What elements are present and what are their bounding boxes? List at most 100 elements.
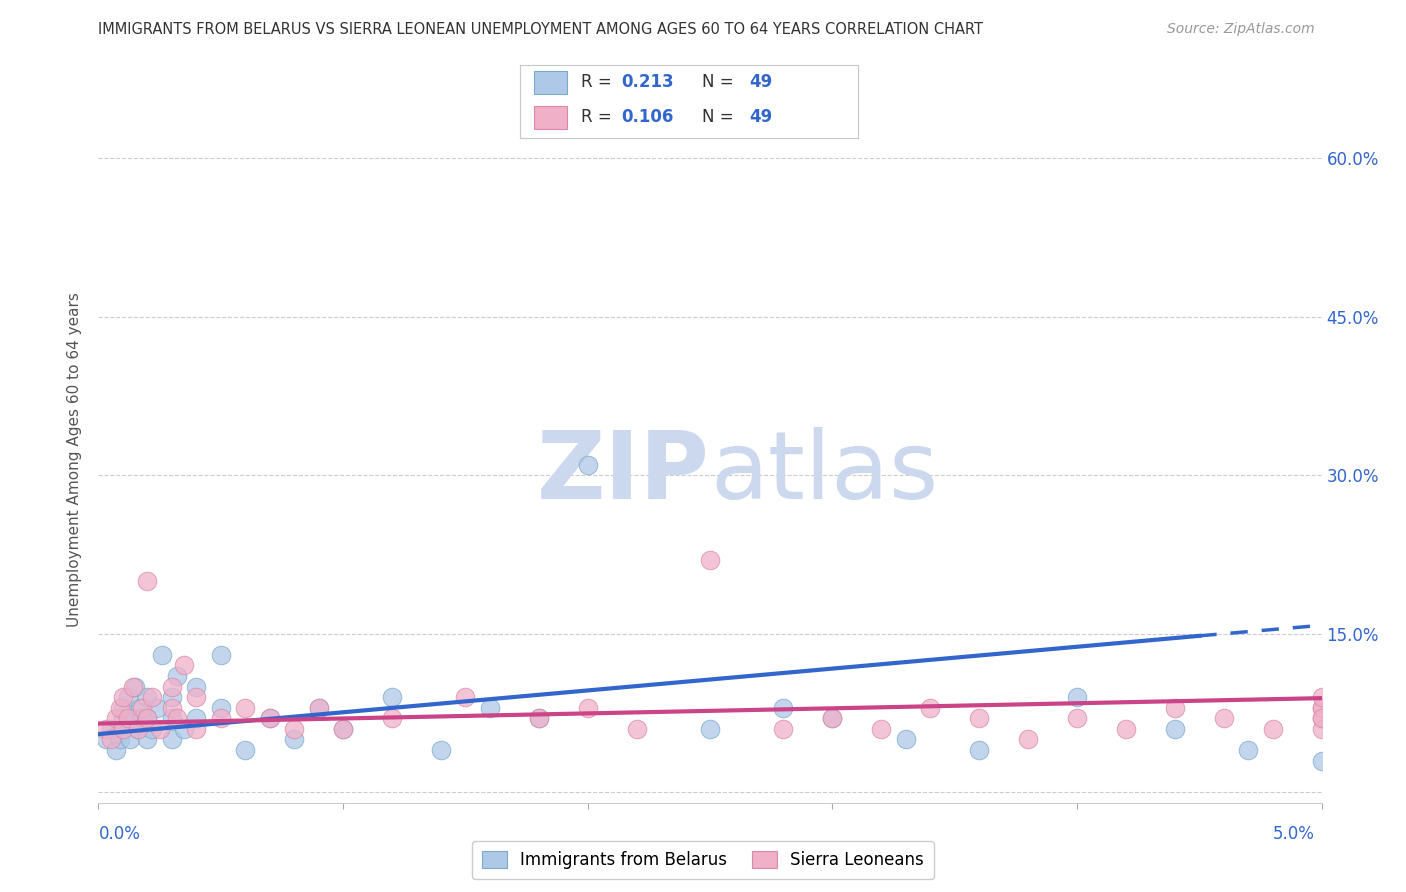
Point bbox=[576, 458, 599, 472]
Point bbox=[160, 690, 183, 705]
Point bbox=[894, 732, 917, 747]
Point bbox=[772, 700, 794, 714]
Text: R =: R = bbox=[581, 108, 617, 126]
Point bbox=[120, 732, 142, 747]
Point bbox=[129, 700, 152, 714]
Point bbox=[186, 711, 208, 725]
Point bbox=[626, 722, 648, 736]
Point bbox=[104, 711, 127, 725]
Point bbox=[209, 700, 232, 714]
Point bbox=[127, 722, 149, 736]
Text: 0.0%: 0.0% bbox=[98, 825, 141, 843]
Point bbox=[478, 700, 501, 714]
Text: IMMIGRANTS FROM BELARUS VS SIERRA LEONEAN UNEMPLOYMENT AMONG AGES 60 TO 64 YEARS: IMMIGRANTS FROM BELARUS VS SIERRA LEONEA… bbox=[98, 22, 983, 37]
Point bbox=[149, 722, 172, 736]
Point bbox=[111, 700, 134, 714]
Text: atlas: atlas bbox=[710, 427, 938, 519]
Point bbox=[1017, 732, 1039, 747]
Legend: Immigrants from Belarus, Sierra Leoneans: Immigrants from Belarus, Sierra Leoneans bbox=[472, 841, 934, 880]
Point bbox=[136, 732, 159, 747]
Point bbox=[381, 711, 404, 725]
Point bbox=[332, 722, 354, 736]
Point bbox=[527, 711, 550, 725]
Text: 0.106: 0.106 bbox=[621, 108, 673, 126]
Point bbox=[173, 722, 195, 736]
Text: N =: N = bbox=[703, 108, 740, 126]
Point bbox=[100, 722, 122, 736]
Point bbox=[166, 669, 188, 683]
Point bbox=[1164, 722, 1187, 736]
Point bbox=[1115, 722, 1137, 736]
Point bbox=[1237, 743, 1260, 757]
Y-axis label: Unemployment Among Ages 60 to 64 years: Unemployment Among Ages 60 to 64 years bbox=[67, 292, 83, 627]
Point bbox=[117, 690, 139, 705]
Point bbox=[870, 722, 893, 736]
Point bbox=[1310, 711, 1333, 725]
Point bbox=[1164, 700, 1187, 714]
Point bbox=[136, 574, 159, 588]
Point bbox=[283, 722, 305, 736]
Point bbox=[150, 648, 173, 662]
Point bbox=[107, 727, 129, 741]
Point bbox=[233, 743, 256, 757]
Point bbox=[1310, 690, 1333, 705]
Point bbox=[131, 711, 153, 725]
Point bbox=[160, 732, 183, 747]
Text: 5.0%: 5.0% bbox=[1272, 825, 1315, 843]
Point bbox=[1310, 722, 1333, 736]
Point bbox=[186, 690, 208, 705]
Point bbox=[166, 711, 188, 725]
Point bbox=[1066, 690, 1088, 705]
Point bbox=[381, 690, 404, 705]
Point bbox=[920, 700, 942, 714]
Point bbox=[100, 732, 122, 747]
Point bbox=[332, 722, 354, 736]
Point bbox=[146, 700, 169, 714]
Point bbox=[141, 690, 163, 705]
Point bbox=[967, 743, 990, 757]
Point bbox=[186, 680, 208, 694]
Point bbox=[121, 680, 143, 694]
Point bbox=[141, 722, 163, 736]
Point bbox=[1066, 711, 1088, 725]
Point bbox=[110, 732, 132, 747]
Point bbox=[160, 711, 183, 725]
Point bbox=[1310, 754, 1333, 768]
Point bbox=[259, 711, 281, 725]
FancyBboxPatch shape bbox=[534, 71, 568, 95]
Text: N =: N = bbox=[703, 73, 740, 91]
Text: 49: 49 bbox=[749, 108, 773, 126]
Text: ZIP: ZIP bbox=[537, 427, 710, 519]
Point bbox=[117, 711, 139, 725]
Point bbox=[111, 722, 134, 736]
Point bbox=[430, 743, 453, 757]
Point bbox=[94, 732, 117, 747]
Point bbox=[967, 711, 990, 725]
Point bbox=[772, 722, 794, 736]
Point bbox=[1261, 722, 1284, 736]
Point bbox=[821, 711, 844, 725]
Point bbox=[124, 680, 146, 694]
FancyBboxPatch shape bbox=[534, 106, 568, 129]
Point bbox=[233, 700, 256, 714]
Point bbox=[173, 658, 195, 673]
Point bbox=[131, 700, 153, 714]
Point bbox=[111, 690, 134, 705]
Point bbox=[160, 680, 183, 694]
Point bbox=[699, 722, 721, 736]
Point bbox=[308, 700, 330, 714]
Point bbox=[1212, 711, 1234, 725]
Point bbox=[527, 711, 550, 725]
Text: Source: ZipAtlas.com: Source: ZipAtlas.com bbox=[1167, 22, 1315, 37]
Point bbox=[283, 732, 305, 747]
Text: 0.213: 0.213 bbox=[621, 73, 673, 91]
Point bbox=[136, 711, 159, 725]
Point bbox=[121, 711, 143, 725]
Point bbox=[94, 722, 117, 736]
Point bbox=[111, 722, 134, 736]
Point bbox=[308, 700, 330, 714]
Point bbox=[259, 711, 281, 725]
Point bbox=[110, 700, 132, 714]
Point bbox=[209, 711, 232, 725]
Point bbox=[160, 700, 183, 714]
